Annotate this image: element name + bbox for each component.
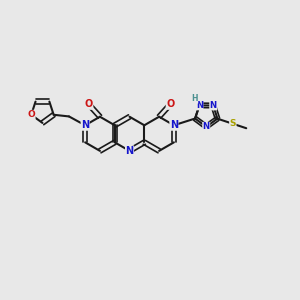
Text: N: N xyxy=(81,120,89,130)
Text: N: N xyxy=(210,101,217,110)
Text: O: O xyxy=(85,99,93,110)
Text: O: O xyxy=(27,110,35,119)
Text: N: N xyxy=(202,122,210,131)
Text: N: N xyxy=(170,120,178,130)
Text: N: N xyxy=(125,146,134,156)
Text: O: O xyxy=(166,99,174,110)
Text: H: H xyxy=(191,94,198,103)
Text: N: N xyxy=(196,101,203,110)
Text: S: S xyxy=(230,119,236,128)
